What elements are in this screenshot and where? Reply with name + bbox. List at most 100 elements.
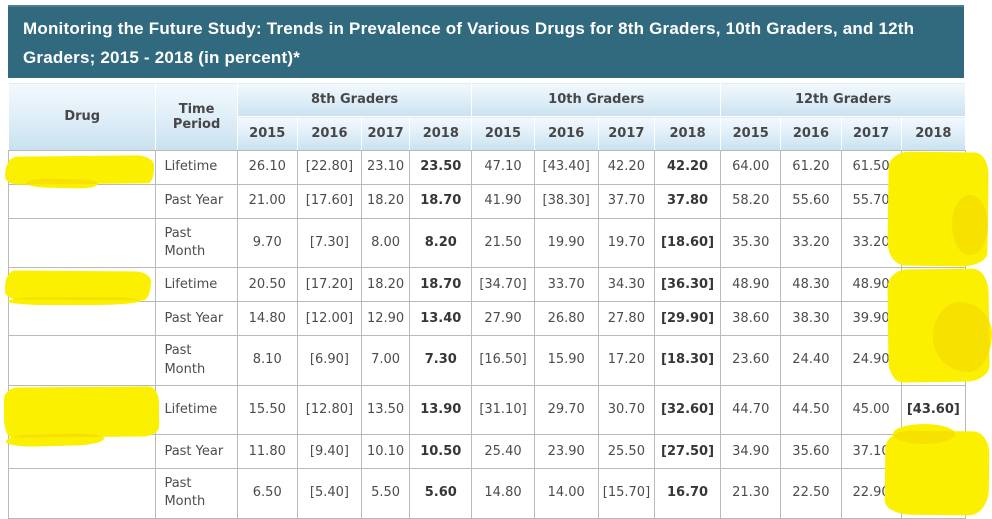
value-cell: [7.30] xyxy=(296,217,363,269)
table-row: Marijuana/Hashish Lifetime 15.50 [12.80]… xyxy=(7,384,967,436)
value-cell: 12.90 xyxy=(361,301,411,337)
value-cell: [22.80] xyxy=(296,150,363,185)
period-cell: Lifetime xyxy=(155,384,238,436)
value-cell: 9.70 xyxy=(236,217,298,269)
value-cell: 25.50 xyxy=(597,434,655,470)
value-cell: 10.50 xyxy=(409,434,473,470)
value-cell: 33.20 xyxy=(780,217,842,269)
value-cell: 44.70 xyxy=(720,384,782,436)
value-cell: [16.50] xyxy=(471,335,535,386)
value-cell: 14.80 xyxy=(236,301,298,337)
table-row: Past Month 6.50 [5.40] 5.50 5.60 14.80 1… xyxy=(7,468,967,519)
value-cell: [15.70] xyxy=(597,468,655,519)
col-header-year: 2018 xyxy=(409,116,473,151)
value-cell: 22.90 xyxy=(840,468,902,519)
value-cell: 37.10 xyxy=(840,434,902,470)
value-cell: 55.70 xyxy=(840,184,902,219)
period-cell: Past Year xyxy=(155,434,238,470)
value-cell: [5.40] xyxy=(296,468,363,519)
header-group-row: Drug Time Period 8th Graders 10th Grader… xyxy=(7,82,966,151)
value-cell: 41.90 xyxy=(471,184,535,219)
value-cell: [43.60] xyxy=(900,384,967,436)
table-row: Illicit Drugs Lifetime 20.50 [17.20] 18.… xyxy=(7,267,967,303)
value-cell: 18.70 xyxy=(409,267,473,303)
drug-cell: Illicit Drugs xyxy=(7,267,157,303)
value-cell: 29.70 xyxy=(533,384,599,436)
col-header-year: 2015 xyxy=(471,116,535,151)
value-cell: [27.50] xyxy=(653,434,722,470)
value-cell: 35.60 xyxy=(780,434,842,470)
value-cell: 22.20 xyxy=(900,468,967,519)
value-cell: 42.20 xyxy=(653,150,722,185)
period-cell: Past Year xyxy=(155,184,238,219)
col-group-8th-graders: 8th Graders xyxy=(236,82,473,117)
value-cell: 34.30 xyxy=(597,267,655,303)
value-cell: 5.60 xyxy=(409,468,473,519)
value-cell: 18.20 xyxy=(361,184,411,219)
value-cell: [6.90] xyxy=(296,335,363,386)
table-row: Alcohol Lifetime 26.10 [22.80] 23.10 23.… xyxy=(7,150,967,185)
value-cell: 47.10 xyxy=(471,150,535,185)
value-cell: [38.30] xyxy=(533,184,599,219)
value-cell: 13.40 xyxy=(409,301,473,337)
value-cell: 21.00 xyxy=(236,184,298,219)
value-cell: [32.60] xyxy=(653,384,722,436)
period-cell: Past Month xyxy=(155,468,238,519)
drug-cell xyxy=(7,301,157,337)
value-cell: 48.90 xyxy=(720,267,782,303)
col-header-year: 2017 xyxy=(361,116,411,151)
value-cell: 7.30 xyxy=(409,335,473,386)
value-cell: [35.90] xyxy=(900,434,967,470)
value-cell: 33.70 xyxy=(533,267,599,303)
drug-label: Hashish xyxy=(17,410,76,426)
value-cell: [9.40] xyxy=(296,434,363,470)
value-cell: 27.80 xyxy=(597,301,655,337)
value-cell: 19.90 xyxy=(533,217,599,269)
drug-label: Illicit Drugs xyxy=(17,276,102,292)
value-cell: 23.90 xyxy=(533,434,599,470)
table-row: Past Year 14.80 [12.00] 12.90 13.40 27.9… xyxy=(7,301,967,337)
drug-cell xyxy=(7,184,157,219)
value-cell: [29.90] xyxy=(653,301,722,337)
value-cell: [12.80] xyxy=(296,384,363,436)
period-cell: Past Month xyxy=(155,217,238,269)
value-cell: 13.90 xyxy=(409,384,473,436)
value-cell: 8.20 xyxy=(409,217,473,269)
col-header-year: 2015 xyxy=(236,116,298,151)
value-cell: 15.50 xyxy=(236,384,298,436)
value-cell: 25.40 xyxy=(471,434,535,470)
col-header-time-period: Time Period xyxy=(155,82,238,151)
value-cell: 18.20 xyxy=(361,267,411,303)
table-row: Past Year 11.80 [9.40] 10.10 10.50 25.40… xyxy=(7,434,967,470)
drug-cell xyxy=(7,217,157,269)
value-cell: [17.60] xyxy=(296,184,363,219)
col-header-year: 2015 xyxy=(720,116,782,151)
period-cell: Past Year xyxy=(155,301,238,337)
col-group-12th-graders: 12th Graders xyxy=(720,82,966,117)
value-cell: [18.60] xyxy=(653,217,722,269)
value-cell: 26.80 xyxy=(533,301,599,337)
value-cell: 11.80 xyxy=(236,434,298,470)
value-cell: [47.80] xyxy=(900,267,967,303)
drug-cell: Alcohol xyxy=(7,150,157,185)
table-row: Past Month 9.70 [7.30] 8.00 8.20 21.50 1… xyxy=(7,217,967,269)
value-cell: [12.00] xyxy=(296,301,363,337)
value-cell: 23.50 xyxy=(409,150,473,185)
value-cell: 27.90 xyxy=(471,301,535,337)
value-cell: 44.50 xyxy=(780,384,842,436)
value-cell: 19.70 xyxy=(597,217,655,269)
value-cell: 61.50 xyxy=(840,150,902,185)
value-cell: 22.50 xyxy=(780,468,842,519)
drug-cell xyxy=(7,468,157,519)
value-cell: 38.30 xyxy=(780,301,842,337)
value-cell: 64.00 xyxy=(720,150,782,185)
value-cell: 21.50 xyxy=(471,217,535,269)
prevalence-table: Drug Time Period 8th Graders 10th Grader… xyxy=(7,82,967,519)
value-cell: 18.70 xyxy=(409,184,473,219)
value-cell: 38.60 xyxy=(720,301,782,337)
value-cell: [31.10] xyxy=(471,384,535,436)
drug-label: Marijuana/ xyxy=(17,392,95,408)
value-cell: 24.00 xyxy=(900,335,967,386)
col-header-drug: Drug xyxy=(7,82,157,151)
